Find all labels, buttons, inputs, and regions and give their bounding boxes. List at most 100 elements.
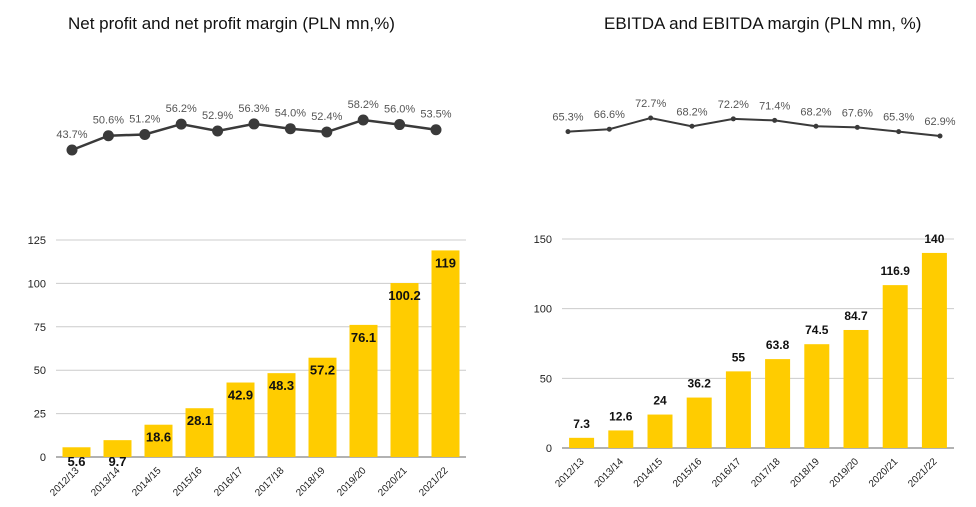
bar bbox=[804, 344, 830, 448]
x-tick-label: 2021/22 bbox=[906, 456, 940, 490]
bar bbox=[882, 285, 908, 448]
x-tick-label: 2018/19 bbox=[294, 465, 328, 499]
margin-label: 56.3% bbox=[238, 103, 269, 115]
margin-point bbox=[689, 123, 695, 129]
margin-label: 51.2% bbox=[129, 113, 160, 125]
x-tick-label: 2016/17 bbox=[212, 465, 246, 499]
margin-label: 62.9% bbox=[924, 116, 955, 128]
bar bbox=[349, 324, 378, 457]
margin-point bbox=[648, 115, 654, 121]
bar bbox=[308, 357, 337, 457]
bar bbox=[765, 359, 791, 448]
y-tick-label: 50 bbox=[34, 365, 46, 377]
bar bbox=[144, 424, 173, 457]
margin-line bbox=[567, 116, 941, 137]
margin-point bbox=[606, 126, 612, 132]
margin-point bbox=[321, 126, 333, 138]
x-tick-label: 2016/17 bbox=[710, 456, 744, 490]
x-tick-label: 2018/19 bbox=[789, 456, 823, 490]
data-label: 116.9 bbox=[881, 264, 911, 278]
margin-label: 72.2% bbox=[718, 99, 749, 111]
x-tick-label: 2014/15 bbox=[632, 456, 666, 490]
data-label: 5.6 bbox=[67, 454, 85, 469]
margin-point bbox=[394, 119, 406, 131]
y-tick-label: 0 bbox=[546, 443, 552, 455]
data-label: 63.8 bbox=[766, 338, 790, 352]
bar bbox=[267, 373, 296, 457]
x-tick-label: 2015/16 bbox=[671, 456, 705, 490]
y-tick-label: 125 bbox=[28, 235, 46, 247]
margin-label: 67.6% bbox=[842, 107, 873, 119]
margin-label: 65.3% bbox=[883, 112, 914, 124]
margin-point bbox=[730, 116, 736, 122]
ebitda-panel: EBITDA and EBITDA margin (PLN mn, %) 0 50… bbox=[488, 0, 976, 507]
margin-label: 58.2% bbox=[348, 99, 379, 111]
margin-label: 68.2% bbox=[800, 106, 831, 118]
margin-point bbox=[175, 118, 187, 130]
bar bbox=[390, 283, 419, 457]
data-label: 48.3 bbox=[269, 378, 294, 393]
data-label: 84.7 bbox=[844, 309, 868, 323]
margin-label: 68.2% bbox=[676, 106, 707, 118]
data-label: 7.3 bbox=[573, 417, 590, 431]
y-tick-label: 100 bbox=[534, 304, 552, 316]
data-label: 12.6 bbox=[609, 409, 633, 423]
x-tick-label: 2013/14 bbox=[593, 456, 627, 490]
y-tick-label: 100 bbox=[28, 278, 46, 290]
data-label: 140 bbox=[924, 232, 944, 246]
margin-point bbox=[66, 144, 78, 156]
bar bbox=[569, 437, 595, 448]
x-tick-label: 2021/22 bbox=[417, 465, 451, 499]
margin-point bbox=[102, 130, 114, 142]
margin-label: 52.4% bbox=[311, 111, 342, 123]
margin-label: 52.9% bbox=[202, 110, 233, 122]
x-tick-label: 2017/18 bbox=[749, 456, 783, 490]
margin-label: 56.2% bbox=[166, 103, 197, 115]
y-tick-label: 50 bbox=[540, 373, 552, 385]
x-tick-label: 2019/20 bbox=[335, 465, 369, 499]
margin-point bbox=[854, 124, 860, 130]
margin-point bbox=[937, 133, 943, 139]
x-tick-label: 2020/21 bbox=[376, 465, 410, 499]
margin-point bbox=[896, 129, 902, 135]
bar bbox=[431, 250, 460, 457]
data-label: 9.7 bbox=[108, 454, 126, 469]
data-label: 28.1 bbox=[187, 413, 212, 428]
margin-label: 71.4% bbox=[759, 100, 790, 112]
data-label: 18.6 bbox=[146, 430, 171, 445]
margin-point bbox=[772, 117, 778, 123]
margin-point bbox=[813, 123, 819, 129]
data-label: 42.9 bbox=[228, 388, 253, 403]
data-label: 74.5 bbox=[805, 323, 829, 337]
chart-title: EBITDA and EBITDA margin (PLN mn, %) bbox=[604, 14, 922, 33]
margin-label: 50.6% bbox=[93, 115, 124, 127]
margin-point bbox=[248, 118, 260, 130]
y-tick-label: 25 bbox=[34, 409, 46, 421]
margin-label: 65.3% bbox=[552, 112, 583, 124]
margin-label: 66.6% bbox=[594, 109, 625, 121]
data-label: 119 bbox=[435, 255, 456, 270]
bar bbox=[843, 329, 869, 448]
y-tick-label: 0 bbox=[40, 452, 46, 464]
margin-point bbox=[565, 129, 571, 135]
x-tick-label: 2012/13 bbox=[48, 465, 82, 499]
bar bbox=[103, 440, 132, 457]
bar bbox=[647, 414, 673, 448]
margin-label: 43.7% bbox=[56, 129, 87, 141]
x-tick-label: 2013/14 bbox=[89, 465, 123, 499]
net-profit-panel: Net profit and net profit margin (PLN mn… bbox=[28, 14, 466, 499]
ebitda-chart: 0 50 100 150 7.3 2012/13 12.6 2013/14 24 2014/15 3… bbox=[534, 98, 956, 490]
x-tick-label: 2017/18 bbox=[253, 465, 287, 499]
x-tick-label: 2012/13 bbox=[553, 456, 587, 490]
data-label: 24 bbox=[653, 394, 667, 408]
data-label: 57.2 bbox=[310, 363, 335, 378]
margin-label: 54.0% bbox=[275, 108, 306, 120]
chart-title: Net profit and net profit margin (PLN mn… bbox=[68, 14, 395, 33]
margin-label: 56.0% bbox=[384, 104, 415, 116]
margin-point bbox=[212, 125, 224, 137]
bar bbox=[686, 397, 712, 448]
y-tick-label: 75 bbox=[34, 322, 46, 334]
x-tick-label: 2015/16 bbox=[171, 465, 205, 499]
margin-point bbox=[430, 124, 442, 136]
